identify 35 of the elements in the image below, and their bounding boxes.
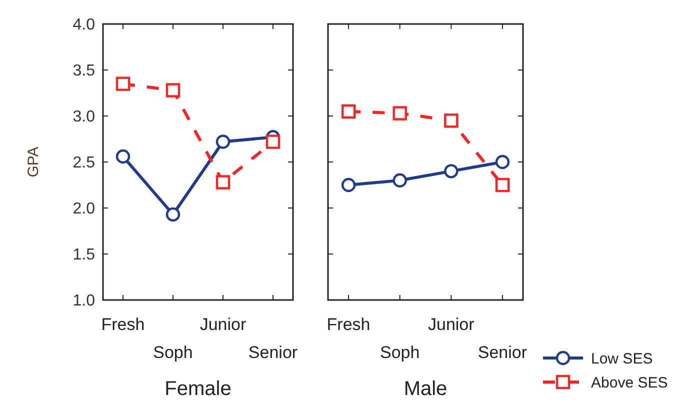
point: [266, 134, 280, 149]
point: [341, 104, 356, 118]
x-tick-label: Soph: [153, 343, 193, 362]
y-tick-label: 1.0: [72, 292, 96, 310]
x-axis-title: Male: [404, 378, 448, 400]
y-tick-label: 2.0: [72, 200, 96, 218]
y-tick-label: 4.0: [72, 16, 96, 34]
point: [495, 154, 510, 170]
point: [392, 173, 407, 188]
y-tick-label: 1.5: [72, 246, 96, 264]
x-tick-label: Soph: [380, 343, 420, 362]
point: [116, 76, 130, 91]
point: [166, 207, 180, 222]
x-tick-label: Senior: [248, 343, 298, 362]
point: [341, 178, 356, 192]
point: [392, 106, 407, 120]
point: [444, 164, 458, 178]
x-tick-label: Fresh: [326, 315, 370, 334]
x-tick-label: Junior: [200, 315, 246, 334]
x-tick-label: Junior: [428, 315, 475, 334]
legend-label: Low SES: [591, 350, 653, 368]
point: [166, 83, 180, 98]
x-tick-label: Senior: [478, 343, 528, 362]
point: [116, 149, 130, 164]
x-tick-label: Fresh: [101, 315, 145, 334]
point: [216, 134, 230, 149]
point: [444, 114, 458, 128]
point: [216, 175, 230, 190]
y-tick-label: 3.0: [72, 108, 96, 126]
point: [495, 178, 510, 192]
x-axis-title: Female: [164, 378, 232, 400]
legend-label: Above SES: [591, 374, 668, 392]
y-tick-label: 3.5: [72, 62, 96, 80]
y-axis-title: GPA: [25, 146, 42, 178]
y-tick-label: 2.5: [72, 154, 96, 172]
